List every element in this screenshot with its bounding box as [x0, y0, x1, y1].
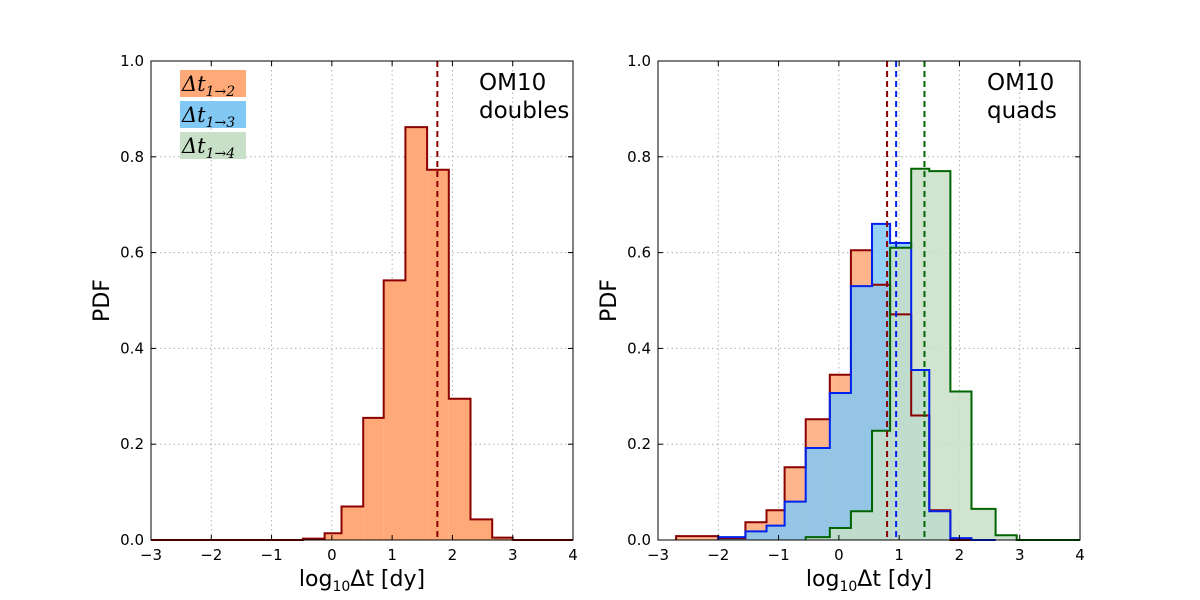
quads-bar: [929, 171, 951, 541]
doubles-x-axis-title: log10Δt [dy]: [299, 567, 425, 595]
quads-panel: −3 −2 −1 0 1 2 3 4 0.0 0.2 0.4 0.6 0.8 1.0 log10Δt [dy…: [597, 52, 1085, 595]
doubles-xtick-label: 1: [387, 546, 397, 564]
quads-step-outline: [717, 222, 996, 541]
quads-bar: [829, 392, 851, 540]
quads-bar: [971, 508, 996, 540]
quads-bar: [911, 168, 930, 540]
doubles-legend-swatch: [180, 132, 246, 159]
quads-step-outline: [804, 167, 1080, 541]
quads-bar: [950, 391, 972, 540]
doubles-xtick-label: 4: [568, 546, 578, 564]
doubles-ytick-label: 1.0: [120, 52, 144, 70]
doubles-bar: [383, 280, 406, 540]
doubles-ytick-label: 0.6: [120, 244, 144, 262]
quads-xtick-label: −2: [707, 546, 729, 564]
quads-bar: [872, 430, 891, 540]
quads-x-axis-title: log10Δt [dy]: [806, 567, 932, 595]
doubles-ytick-label: 0.8: [120, 148, 144, 166]
doubles-xtick-label: 0: [327, 546, 337, 564]
doubles-annotation-line: OM10: [479, 70, 546, 96]
quads-ytick-label: 0.8: [627, 148, 651, 166]
doubles-xtick-label: −1: [261, 546, 283, 564]
doubles-legend-swatch: [180, 101, 246, 128]
quads-bar: [805, 537, 830, 540]
quads-annotation-line: quads: [987, 98, 1057, 124]
quads-bar: [995, 535, 1017, 540]
doubles-xtick-label: 3: [508, 546, 518, 564]
quads-bar: [850, 511, 873, 540]
quads-bar: [890, 247, 912, 540]
doubles-y-axis-title: PDF: [90, 279, 115, 322]
quads-bar: [850, 286, 873, 540]
quads-xtick-label: 3: [1015, 546, 1025, 564]
quads-axes-frame: [657, 60, 1081, 541]
doubles-legend-label: Δt1→4: [181, 134, 235, 162]
doubles-bar: [492, 537, 513, 540]
quads-bar: [784, 501, 806, 540]
quads-xtick-label: 0: [834, 546, 844, 564]
quads-bar: [745, 531, 767, 540]
doubles-bar: [363, 417, 384, 540]
doubles-xtick-label: −3: [140, 546, 162, 564]
quads-annotation-line: OM10: [987, 70, 1054, 96]
doubles-legend-swatch: [180, 70, 246, 97]
quads-bar: [766, 525, 785, 540]
doubles-ytick-label: 0.2: [120, 435, 144, 453]
doubles-bar: [341, 506, 364, 540]
quads-xtick-label: 2: [955, 546, 965, 564]
quads-xtick-label: −1: [768, 546, 790, 564]
quads-ytick-label: 1.0: [627, 52, 651, 70]
quads-ytick-label: 0.4: [627, 339, 651, 357]
quads-xtick-label: 4: [1075, 546, 1085, 564]
doubles-bar: [405, 127, 428, 541]
doubles-legend-label: Δt1→3: [181, 103, 235, 131]
doubles-ytick-label: 0.0: [120, 531, 144, 549]
quads-ytick-label: 0.2: [627, 435, 651, 453]
doubles-xtick-label: −2: [200, 546, 222, 564]
doubles-ytick-label: 0.4: [120, 339, 144, 357]
quads-xtick-label: 1: [894, 546, 904, 564]
doubles-bar: [470, 519, 493, 540]
doubles-annotation-line: doubles: [479, 98, 569, 124]
doubles-xtick-label: 2: [448, 546, 458, 564]
doubles-axes-frame: [150, 60, 574, 541]
quads-ytick-label: 0.6: [627, 244, 651, 262]
doubles-legend-label: Δt1→2: [181, 72, 235, 100]
doubles-bar: [448, 398, 471, 540]
doubles-panel: −3 −2 −1 0 1 2 3 4 0.0 0.2 0.4 0.6 0.8 1.0 log10Δt [dy…: [90, 52, 578, 595]
quads-bar: [805, 448, 830, 540]
quads-y-axis-title: PDF: [597, 279, 622, 322]
quads-bar: [676, 536, 719, 540]
quads-bar: [829, 528, 851, 540]
doubles-bar: [324, 533, 342, 540]
quads-xtick-label: −3: [647, 546, 669, 564]
quads-ytick-label: 0.0: [627, 531, 651, 549]
